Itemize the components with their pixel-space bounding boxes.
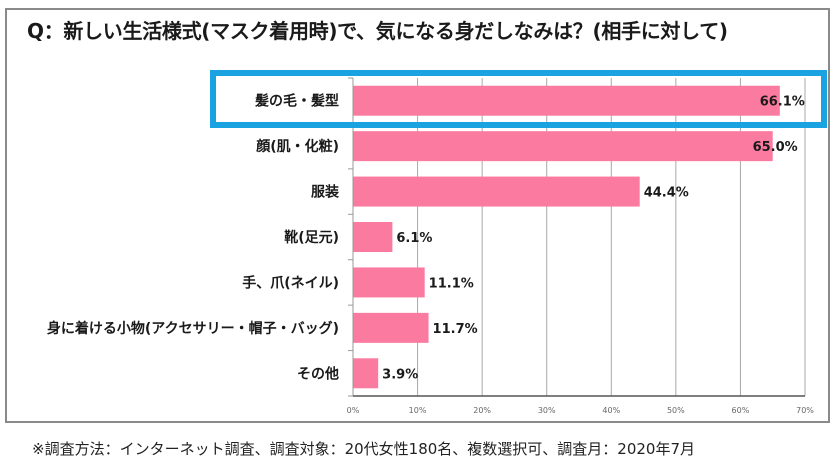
x-tick-label: 40% xyxy=(602,406,620,415)
x-tick-labels: 0% 10% 20% 30% 40% 50% 60% 70% xyxy=(347,406,815,415)
x-tick-label: 20% xyxy=(473,406,491,415)
bar xyxy=(353,267,425,298)
value-label: 3.9% xyxy=(382,367,418,382)
value-label: 6.1% xyxy=(396,231,432,246)
bar xyxy=(353,85,780,116)
bar xyxy=(353,312,429,343)
footnote: ※調査方法：インターネット調査、調査対象：20代女性180名、複数選択可、調査月… xyxy=(32,440,696,458)
category-label: 靴(足元) xyxy=(284,229,339,246)
value-label: 66.1% xyxy=(760,95,805,110)
x-tick-label: 0% xyxy=(347,406,360,415)
category-label: 服装 xyxy=(311,184,340,201)
bars xyxy=(353,85,780,389)
value-label: 11.1% xyxy=(429,276,474,291)
bar xyxy=(353,222,393,252)
category-label: その他 xyxy=(297,365,339,382)
value-labels: 66.1% 65.0% 44.4% 6.1% 11.1% 11.7% 3.9% xyxy=(382,95,805,383)
bar xyxy=(353,176,640,207)
category-label: 手、爪(ネイル) xyxy=(242,274,339,291)
bar xyxy=(353,358,379,389)
gridlines xyxy=(417,78,806,396)
value-label: 11.7% xyxy=(433,322,478,337)
x-tick-label: 60% xyxy=(732,406,750,415)
category-label: 顔(肌・化粧) xyxy=(255,138,339,155)
chart-title: Q：新しい生活様式(マスク着用時)で、気になる身だしなみは？(相手に対して) xyxy=(27,19,728,43)
x-tick-label: 30% xyxy=(538,406,556,415)
category-labels: 髪の毛・髪型顔(肌・化粧) 服装靴(足元) 手、爪(ネイル) 身に着ける小物(アクセサ… xyxy=(47,93,340,383)
highlight-box xyxy=(210,70,827,128)
value-label: 44.4% xyxy=(644,186,689,201)
x-tick-label: 50% xyxy=(667,406,685,415)
x-tick-label: 70% xyxy=(796,406,814,415)
category-label: 身に着ける小物(アクセサリー・帽子・バッグ) xyxy=(47,320,339,337)
bar xyxy=(353,131,773,162)
x-tick-label: 10% xyxy=(409,406,427,415)
value-label: 65.0% xyxy=(753,140,798,155)
category-label: 髪の毛・髪型 xyxy=(254,93,339,110)
